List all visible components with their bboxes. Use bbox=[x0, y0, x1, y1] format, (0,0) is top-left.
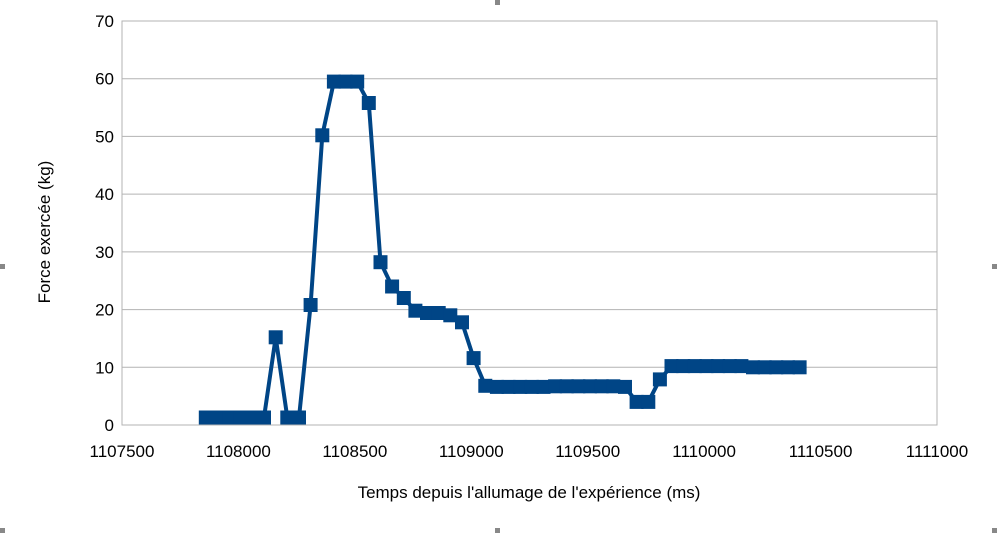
data-point bbox=[722, 359, 737, 374]
data-point bbox=[257, 410, 271, 425]
data-point bbox=[233, 410, 248, 425]
frame-handle-right bbox=[992, 264, 997, 269]
y-tick-label: 70 bbox=[95, 12, 114, 31]
frame-handle-bottom-left bbox=[0, 528, 5, 533]
x-tick-label: 1107500 bbox=[90, 442, 155, 461]
data-point bbox=[618, 379, 632, 394]
data-point bbox=[699, 359, 714, 374]
data-point bbox=[350, 74, 365, 89]
data-point bbox=[222, 410, 237, 425]
y-tick-label: 0 bbox=[105, 416, 114, 435]
data-point bbox=[338, 74, 353, 89]
data-point bbox=[478, 378, 493, 393]
data-point bbox=[280, 410, 295, 425]
frame-handle-bottom bbox=[495, 528, 500, 533]
data-point bbox=[466, 351, 481, 366]
x-tick-label: 1109000 bbox=[439, 442, 504, 461]
x-tick-label: 1110500 bbox=[789, 442, 853, 461]
data-point bbox=[606, 379, 621, 394]
data-point bbox=[513, 379, 528, 394]
x-tick-label: 1108000 bbox=[206, 442, 271, 461]
data-point bbox=[757, 360, 772, 375]
frame-handle-top bbox=[495, 0, 500, 5]
data-markers bbox=[198, 74, 807, 425]
data-point bbox=[303, 298, 318, 312]
data-point bbox=[501, 379, 516, 394]
data-point bbox=[629, 394, 644, 409]
data-point bbox=[489, 379, 504, 394]
x-tick-labels: 1107500 1108000 1108500 1109000 1109500 11100… bbox=[90, 442, 969, 461]
data-point bbox=[664, 359, 679, 374]
data-point bbox=[583, 379, 597, 394]
data-point bbox=[315, 128, 330, 143]
data-point bbox=[408, 303, 423, 318]
y-tick-label: 30 bbox=[95, 243, 114, 262]
y-tick-label: 60 bbox=[95, 70, 114, 89]
data-point bbox=[326, 74, 341, 89]
data-point bbox=[396, 291, 411, 305]
data-point bbox=[198, 410, 213, 425]
data-point bbox=[687, 359, 702, 374]
y-tick-label: 40 bbox=[95, 185, 114, 204]
data-point bbox=[443, 308, 458, 323]
data-point bbox=[210, 410, 225, 425]
y-tick-labels: 0 10 20 30 40 50 60 70 bbox=[95, 12, 114, 435]
data-point bbox=[571, 379, 586, 394]
data-point bbox=[769, 360, 784, 375]
x-tick-label: 1108500 bbox=[322, 442, 387, 461]
data-point bbox=[373, 255, 388, 270]
frame-handle-left bbox=[0, 264, 5, 269]
data-point bbox=[734, 359, 749, 374]
data-point bbox=[641, 394, 656, 409]
data-point bbox=[548, 379, 563, 394]
data-point bbox=[676, 359, 691, 374]
data-point bbox=[431, 306, 446, 320]
data-point bbox=[594, 379, 609, 394]
data-point bbox=[652, 372, 667, 387]
data-point bbox=[536, 379, 551, 394]
x-tick-label: 1111000 bbox=[906, 442, 968, 461]
x-tick-label: 1110000 bbox=[672, 442, 736, 461]
data-point bbox=[385, 279, 400, 294]
data-point bbox=[711, 359, 726, 374]
plot-area bbox=[121, 20, 938, 426]
y-axis-title: Force exercée (kg) bbox=[35, 161, 54, 304]
y-tick-label: 10 bbox=[95, 358, 114, 377]
data-point bbox=[420, 306, 434, 320]
data-point bbox=[559, 379, 574, 394]
data-point bbox=[361, 96, 376, 110]
data-point bbox=[746, 360, 760, 375]
data-point bbox=[781, 360, 795, 375]
data-point bbox=[792, 360, 807, 375]
y-tick-label: 50 bbox=[95, 127, 114, 146]
gridlines bbox=[122, 20, 937, 426]
x-axis-title: Temps depuis l'allumage de l'expérience … bbox=[358, 483, 701, 502]
frame-handle-bottom-right bbox=[992, 528, 997, 533]
data-point bbox=[455, 315, 469, 330]
data-point bbox=[245, 410, 260, 425]
y-tick-label: 20 bbox=[95, 301, 114, 320]
data-point bbox=[292, 410, 306, 425]
data-point bbox=[268, 330, 283, 345]
data-point bbox=[524, 379, 539, 394]
x-tick-label: 1109500 bbox=[555, 442, 620, 461]
